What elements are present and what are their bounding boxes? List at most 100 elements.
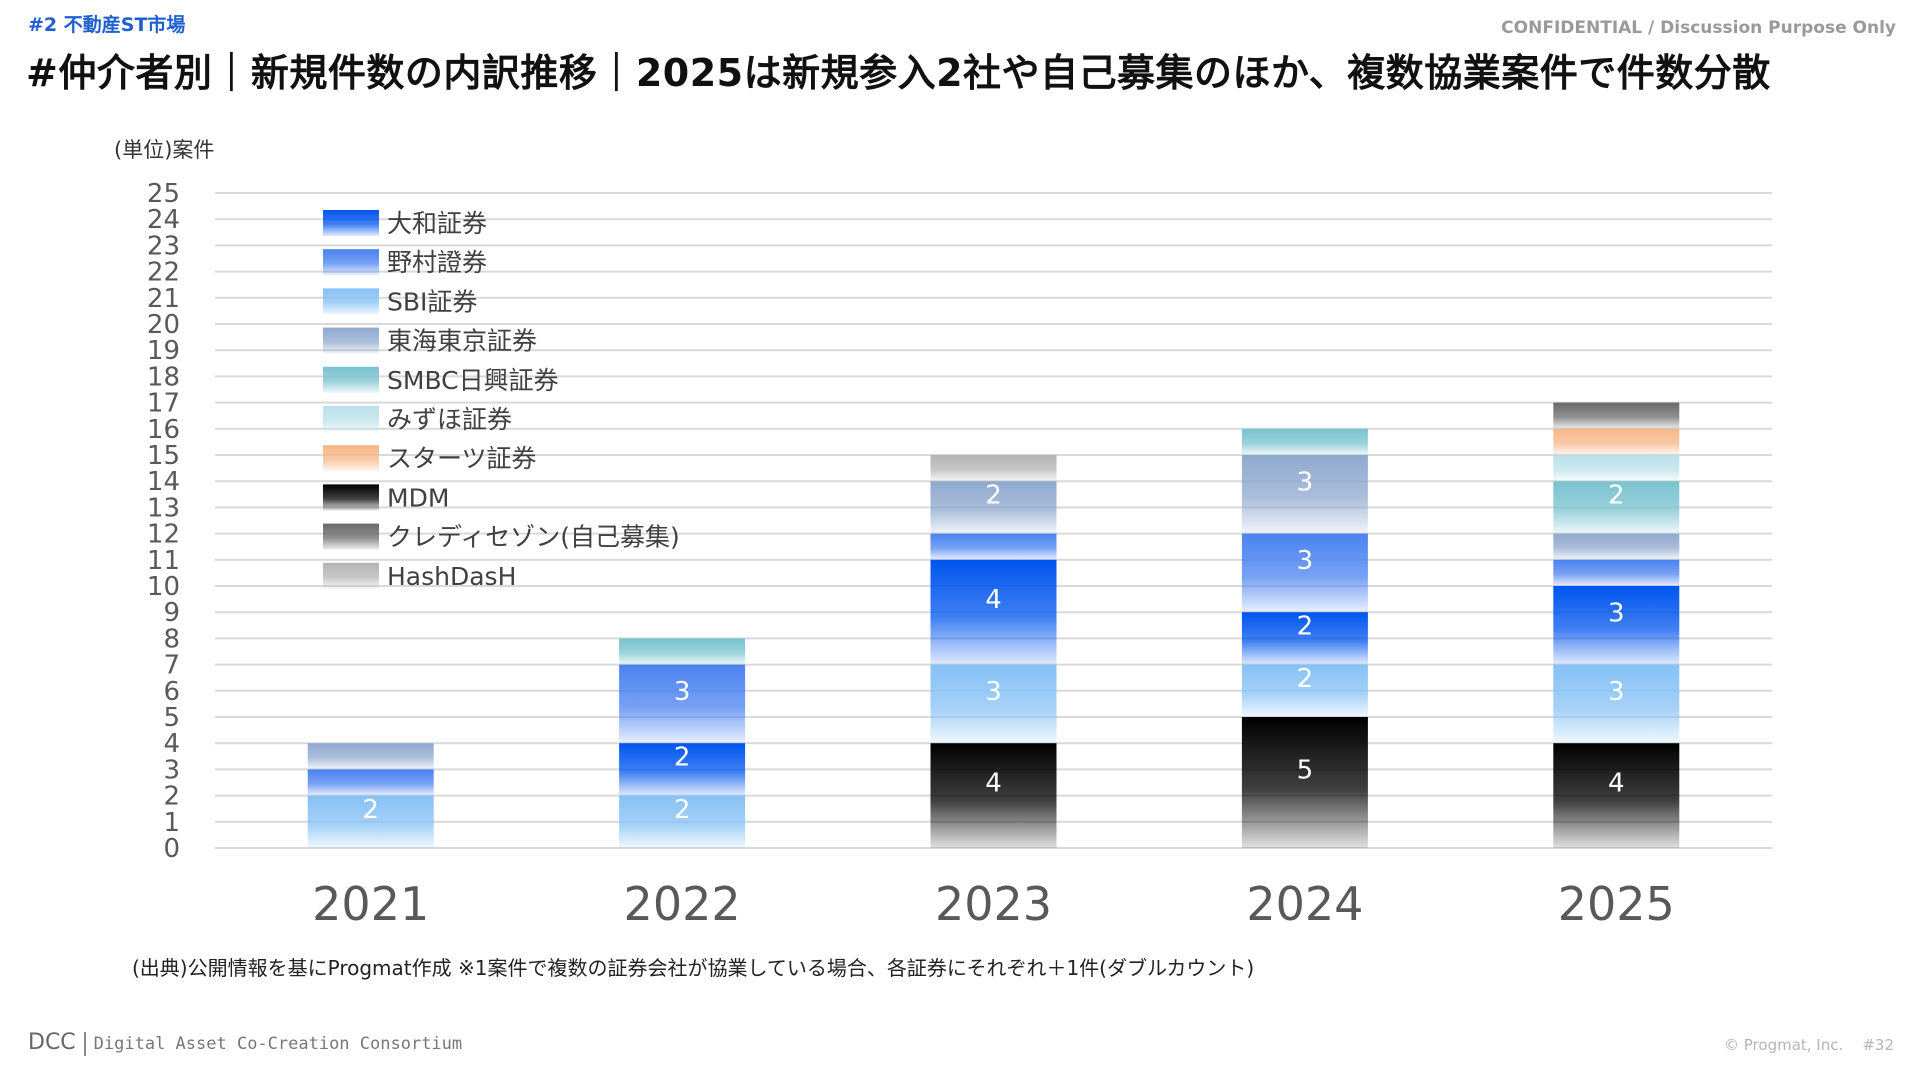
y-tick-label: 8 — [163, 624, 180, 654]
y-tick-label: 2 — [163, 782, 180, 812]
y-tick-label: 0 — [163, 834, 180, 864]
y-tick-label: 10 — [147, 572, 180, 602]
bar-segment — [1553, 481, 1680, 534]
data-label: 2 — [362, 795, 379, 825]
data-label: 2 — [985, 480, 1002, 510]
bar-segment — [307, 743, 434, 770]
bar-segment — [307, 769, 434, 796]
section-tag: #2 不動産ST市場 — [28, 14, 186, 36]
page-number: #32 — [1862, 1036, 1894, 1054]
y-tick-label: 20 — [147, 310, 180, 340]
bar-segment — [930, 743, 1057, 848]
bar-segment — [1241, 612, 1368, 665]
y-tick-label: 12 — [147, 520, 180, 550]
y-tick-label: 22 — [147, 258, 180, 288]
data-label: 5 — [1297, 756, 1314, 786]
y-tick-label: 25 — [147, 179, 180, 209]
x-tick-label: 2021 — [312, 877, 429, 931]
legend-swatch — [323, 288, 379, 315]
y-tick-label: 4 — [163, 729, 180, 759]
y-tick-label: 19 — [147, 336, 180, 366]
legend-label: 大和証券 — [387, 209, 487, 238]
legend-label: SMBC日興証券 — [387, 366, 559, 395]
y-axis-unit-label: (単位)案件 — [114, 138, 215, 162]
legend-label: HashDasH — [387, 562, 516, 591]
data-label: 4 — [985, 585, 1002, 615]
y-tick-label: 23 — [147, 231, 180, 261]
bars: 2 2 2 3 4 3 4 2 5 2 2 3 3 4 3 3 2 — [307, 402, 1680, 848]
legend-label: SBI証券 — [387, 287, 477, 316]
bar-segment — [930, 455, 1057, 482]
y-tick-label: 11 — [147, 546, 180, 576]
legend-label: クレディセゾン(自己募集) — [387, 523, 680, 552]
legend-label: みずほ証券 — [387, 405, 512, 434]
x-tick-label: 2023 — [935, 877, 1052, 931]
y-tick-label: 21 — [147, 284, 180, 314]
legend-swatch — [323, 562, 379, 589]
y-tick-label: 24 — [147, 205, 180, 235]
bar-segment — [307, 795, 434, 848]
logo-text: Digital Asset Co-Creation Consortium — [93, 1034, 463, 1054]
data-label: 4 — [1608, 769, 1625, 799]
legend-swatch — [323, 366, 379, 393]
bar-segment — [930, 533, 1057, 560]
bar-segment — [930, 559, 1057, 665]
y-tick-label: 6 — [163, 677, 180, 707]
bar-segment — [1553, 586, 1680, 665]
legend-label: MDM — [387, 483, 449, 512]
bar-segment — [930, 664, 1057, 744]
y-tick-label: 17 — [147, 389, 180, 419]
data-label: 2 — [674, 795, 691, 825]
data-label: 3 — [1608, 598, 1625, 628]
confidential-label: CONFIDENTIAL / Discussion Purpose Only — [1501, 18, 1896, 38]
bar-segment — [1553, 455, 1680, 482]
bar-segment — [1241, 717, 1368, 848]
legend-label: スターツ証券 — [387, 444, 537, 473]
y-tick-label: 9 — [163, 598, 180, 628]
y-tick-label: 13 — [147, 493, 180, 523]
logo-mark: DCC — [28, 1030, 76, 1055]
legend-swatch — [323, 249, 379, 276]
bar-segment — [1553, 402, 1680, 429]
bar-segment — [619, 638, 746, 665]
data-label: 3 — [1608, 677, 1625, 707]
legend-swatch — [323, 327, 379, 354]
data-label: 3 — [1297, 467, 1314, 497]
footer-logo: DCC Digital Asset Co-Creation Consortium — [28, 1030, 462, 1056]
legend-label: 東海東京証券 — [387, 327, 537, 356]
y-tick-label: 3 — [163, 755, 180, 785]
y-tick-label: 7 — [163, 651, 180, 681]
bar-segment — [1241, 455, 1368, 534]
data-label: 4 — [985, 769, 1002, 799]
bar-segment — [619, 664, 746, 744]
y-tick-label: 1 — [163, 808, 180, 838]
bar-segment — [1553, 664, 1680, 744]
legend-swatch — [323, 484, 379, 511]
bar-segment — [619, 795, 746, 848]
data-label: 2 — [1608, 480, 1625, 510]
legend-swatch — [323, 445, 379, 472]
bar-segment — [1553, 428, 1680, 455]
legend-swatch — [323, 210, 379, 236]
data-label: 3 — [674, 677, 691, 707]
source-note: (出典)公開情報を基にProgmat作成 ※1案件で複数の証券会社が協業している… — [132, 956, 1255, 980]
x-tick-label: 2024 — [1246, 877, 1363, 931]
x-tick-label: 2025 — [1558, 877, 1675, 931]
data-label: 2 — [1297, 664, 1314, 694]
footer-copyright: © Progmat, Inc. #32 — [1724, 1036, 1894, 1054]
bar-segment — [1241, 664, 1368, 717]
copyright-text: © Progmat, Inc. — [1724, 1036, 1844, 1054]
bar-segment — [1553, 559, 1680, 586]
y-tick-label: 16 — [147, 415, 180, 445]
data-label: 3 — [1297, 546, 1314, 576]
legend-swatch — [323, 523, 379, 550]
bar-segment — [930, 481, 1057, 534]
y-tick-label: 18 — [147, 362, 180, 392]
y-tick-label: 15 — [147, 441, 180, 471]
legend-label: 野村證券 — [387, 248, 487, 277]
bar-segment — [619, 743, 746, 796]
bar-segment — [1553, 743, 1680, 848]
bar-segment — [1553, 533, 1680, 560]
